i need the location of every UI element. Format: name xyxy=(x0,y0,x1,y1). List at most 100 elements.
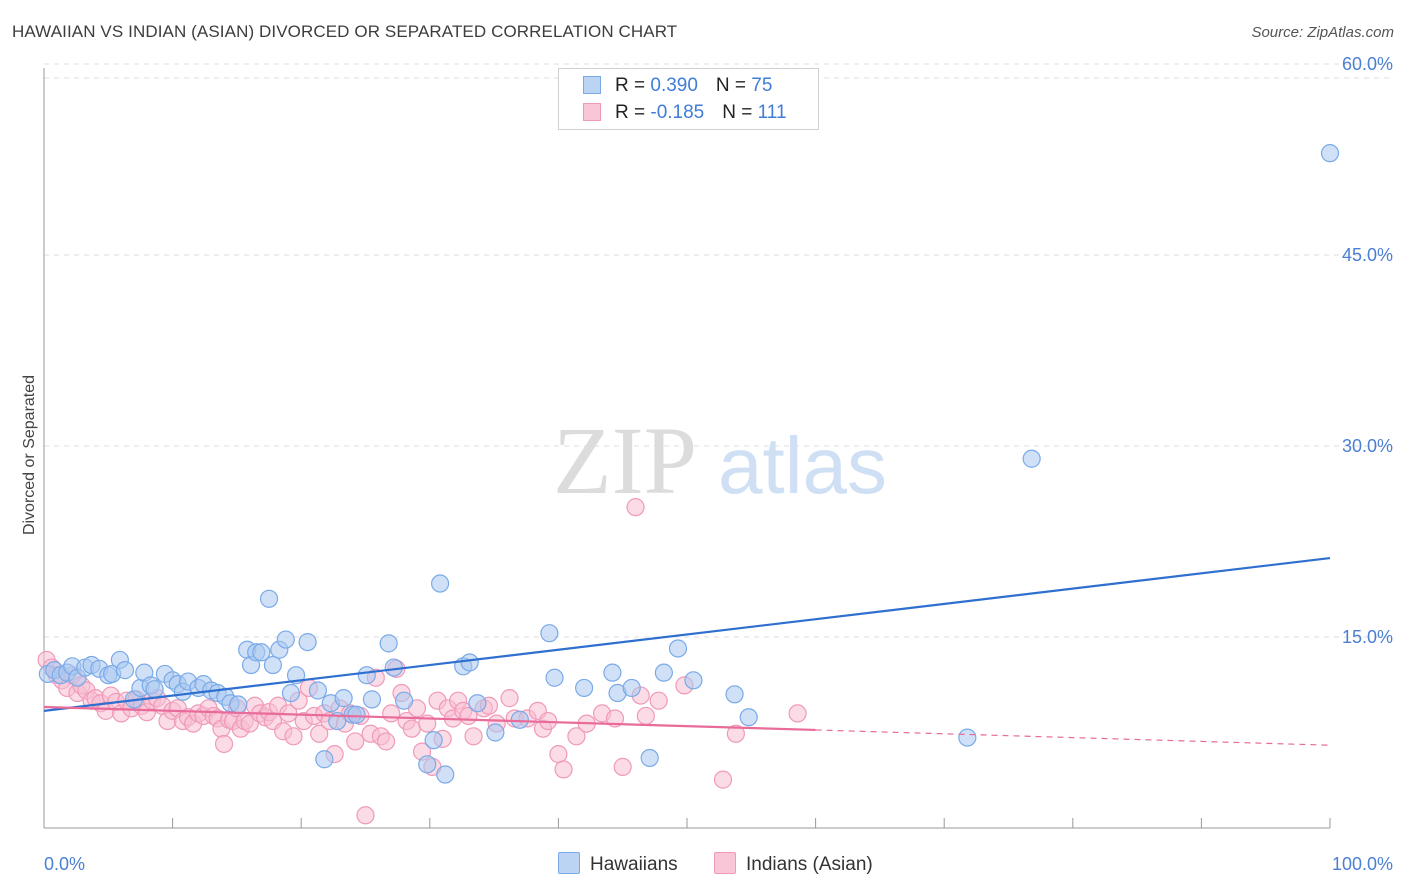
gridlines xyxy=(44,63,1392,638)
legend-n-value: 75 xyxy=(751,75,773,96)
hawaiians-point xyxy=(229,695,248,714)
hawaiians-point xyxy=(486,723,505,742)
indians-asian-point xyxy=(554,760,573,779)
indians-asian-point xyxy=(402,719,421,738)
indians-asian-point xyxy=(346,732,365,751)
watermark-zip: ZIP xyxy=(553,407,697,514)
hawaiians-point xyxy=(603,663,622,682)
hawaiians-point xyxy=(394,691,414,710)
hawaiians-point xyxy=(298,632,317,652)
hawaiians-point xyxy=(418,755,437,774)
hawaiians-point xyxy=(668,639,688,658)
legend-n-label: N = xyxy=(722,102,758,123)
indians-asian-point xyxy=(464,727,483,746)
hawaiians-point xyxy=(622,678,641,698)
hawaiians-point xyxy=(362,690,382,709)
indians-asian-point xyxy=(567,727,586,746)
y-tick-labels: 15.0% 30.0% 45.0% 60.0% xyxy=(1342,54,1393,647)
legend-row-indians-asian: R = -0.185 N = 111 xyxy=(583,102,787,126)
hawaiians-point xyxy=(424,731,443,750)
hawaiians-point xyxy=(1320,144,1340,163)
trend-lines xyxy=(43,556,1331,746)
hawaiians-point xyxy=(281,683,301,703)
indians-asian-point xyxy=(613,757,632,776)
hawaiians-point xyxy=(684,671,703,690)
correlation-legend: R = 0.390 N = 75 R = -0.185 N = 111 xyxy=(558,68,819,130)
hawaiians-point xyxy=(115,661,135,680)
x-ticks xyxy=(43,818,1331,828)
indians-asian-point xyxy=(649,691,668,710)
hawaiians-point xyxy=(958,728,977,747)
hawaiians-point xyxy=(276,630,295,649)
y-tick-label: 60.0% xyxy=(1342,54,1393,74)
hawaiians-point xyxy=(725,685,744,704)
hawaiians-point xyxy=(259,589,279,608)
hawaiians-point xyxy=(357,666,376,685)
indians-asian-point xyxy=(636,706,655,726)
y-tick-label: 45.0% xyxy=(1342,245,1393,265)
bottom-legend-swatch-pink xyxy=(714,852,736,874)
legend-r-value: -0.185 xyxy=(650,102,705,123)
hawaiians-point xyxy=(739,708,758,727)
hawaiians-points xyxy=(38,144,1340,784)
legend-n-value: 111 xyxy=(757,102,787,123)
hawaiians-point xyxy=(545,668,564,687)
hawaiians-point xyxy=(334,689,353,708)
legend-swatch-blue xyxy=(583,76,601,94)
x-tick-label-min: 0.0% xyxy=(44,854,85,874)
x-tick-label-max: 100.0% xyxy=(1332,854,1393,874)
indians-asian-point xyxy=(376,732,396,751)
indians-asian-point xyxy=(549,745,568,764)
hawaiians-point xyxy=(1022,449,1041,468)
watermark: ZIP atlas xyxy=(553,407,887,514)
hawaiians-point xyxy=(315,750,334,769)
bottom-legend-label: Indians (Asian) xyxy=(746,854,873,875)
hawaiians-point xyxy=(308,681,328,700)
legend-r-label: R = xyxy=(615,102,651,123)
x-tick-labels: 0.0% 100.0% xyxy=(44,854,1393,874)
indians-asian-point xyxy=(713,770,733,789)
hawaiians-point xyxy=(510,710,529,729)
indians-asian-point xyxy=(788,704,807,723)
hawaiians-point xyxy=(640,748,659,768)
hawaiians-point xyxy=(252,643,271,662)
watermark-atlas: atlas xyxy=(718,421,887,510)
indians-asian-point xyxy=(214,734,234,754)
hawaiians-point xyxy=(468,694,487,713)
legend-row-hawaiians: R = 0.390 N = 75 xyxy=(583,75,772,99)
bottom-legend-hawaiians: Hawaiians xyxy=(558,852,678,876)
hawaiians-point xyxy=(654,663,673,682)
hawaiians-point xyxy=(430,574,450,593)
y-axis-title: Divorced or Separated xyxy=(21,375,38,535)
indians-asian-point xyxy=(605,709,625,728)
y-tick-label: 30.0% xyxy=(1342,436,1393,456)
hawaiians-point xyxy=(145,680,164,699)
hawaiians-trend-line xyxy=(43,556,1331,712)
legend-r-value: 0.390 xyxy=(650,75,698,96)
indians-asian-point xyxy=(382,704,401,723)
bottom-legend-indians-asian: Indians (Asian) xyxy=(714,852,873,876)
indians-asian-point xyxy=(356,806,375,825)
hawaiians-point xyxy=(436,765,455,784)
indians-asian-points xyxy=(37,498,807,825)
indians-asian-point xyxy=(284,727,303,746)
chart-title: HAWAIIAN VS INDIAN (ASIAN) DIVORCED OR S… xyxy=(12,22,678,41)
y-tick-label: 15.0% xyxy=(1342,627,1393,647)
source-credit: Source: ZipAtlas.com xyxy=(1251,24,1394,41)
hawaiians-point xyxy=(379,634,398,653)
indians-asian-trend-line xyxy=(43,705,816,732)
legend-n-label: N = xyxy=(715,75,752,96)
bottom-legend-swatch-blue xyxy=(558,852,580,874)
hawaiians-point xyxy=(460,653,479,672)
indians-asian-trend-extension xyxy=(815,729,1331,746)
legend-swatch-pink xyxy=(583,103,601,121)
hawaiians-point xyxy=(575,678,594,698)
indians-asian-point xyxy=(310,724,329,743)
hawaiians-point xyxy=(347,705,366,724)
indians-asian-point xyxy=(726,724,745,743)
hawaiians-point xyxy=(263,655,283,675)
bottom-legend-label: Hawaiians xyxy=(590,854,678,875)
hawaiians-point xyxy=(540,624,559,643)
legend-r-label: R = xyxy=(615,75,651,96)
